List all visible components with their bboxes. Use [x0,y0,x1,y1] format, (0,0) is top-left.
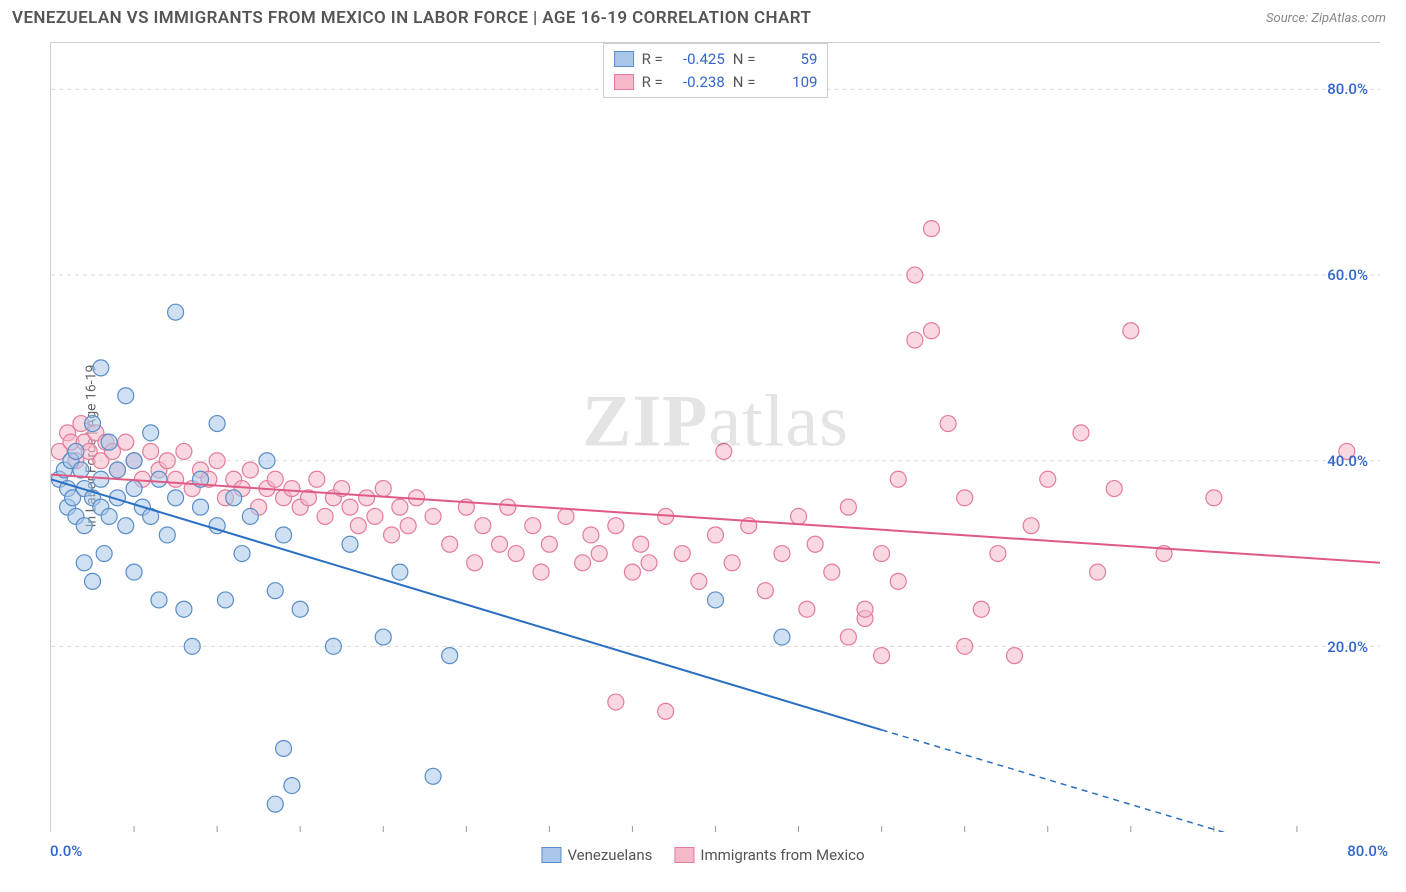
swatch-venezuelans [614,51,634,67]
plot-area: R = -0.425 N = 59 R = -0.238 N = 109 ZIP… [50,42,1380,832]
legend-label-venezuelans: Venezuelans [567,846,652,864]
n-value-mexico: 109 [763,71,817,94]
scatter-svg [51,43,1380,832]
header-row: VENEZUELAN VS IMMIGRANTS FROM MEXICO IN … [0,0,1406,34]
legend-series: Venezuelans Immigrants from Mexico [541,846,864,864]
legend-correlation: R = -0.425 N = 59 R = -0.238 N = 109 [603,43,829,98]
legend-label-mexico: Immigrants from Mexico [700,846,864,864]
r-value-mexico: -0.238 [671,71,725,94]
y-tick-80: 80.0% [1327,80,1368,98]
y-tick-40: 40.0% [1327,452,1368,470]
r-label: R = [642,48,663,71]
y-tick-20: 20.0% [1327,638,1368,656]
r-label: R = [642,71,663,94]
x-tick-zero: 0.0% [50,842,82,860]
legend-row-mexico: R = -0.238 N = 109 [614,71,818,94]
swatch-mexico-icon [674,847,694,863]
legend-row-venezuelans: R = -0.425 N = 59 [614,48,818,71]
legend-item-mexico: Immigrants from Mexico [674,846,864,864]
n-label: N = [733,48,756,71]
swatch-venezuelans-icon [541,847,561,863]
r-value-venezuelans: -0.425 [671,48,725,71]
y-tick-60: 60.0% [1327,266,1368,284]
legend-item-venezuelans: Venezuelans [541,846,652,864]
chart-title: VENEZUELAN VS IMMIGRANTS FROM MEXICO IN … [12,8,811,28]
n-value-venezuelans: 59 [763,48,817,71]
n-label: N = [733,71,756,94]
swatch-mexico [614,74,634,90]
x-tick-max: 80.0% [1347,842,1388,860]
source-label: Source: ZipAtlas.com [1266,11,1386,26]
